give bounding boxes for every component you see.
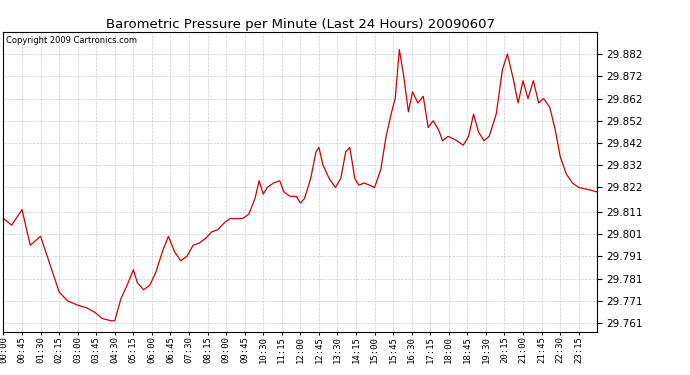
Title: Barometric Pressure per Minute (Last 24 Hours) 20090607: Barometric Pressure per Minute (Last 24 … xyxy=(106,18,495,31)
Text: Copyright 2009 Cartronics.com: Copyright 2009 Cartronics.com xyxy=(6,36,137,45)
